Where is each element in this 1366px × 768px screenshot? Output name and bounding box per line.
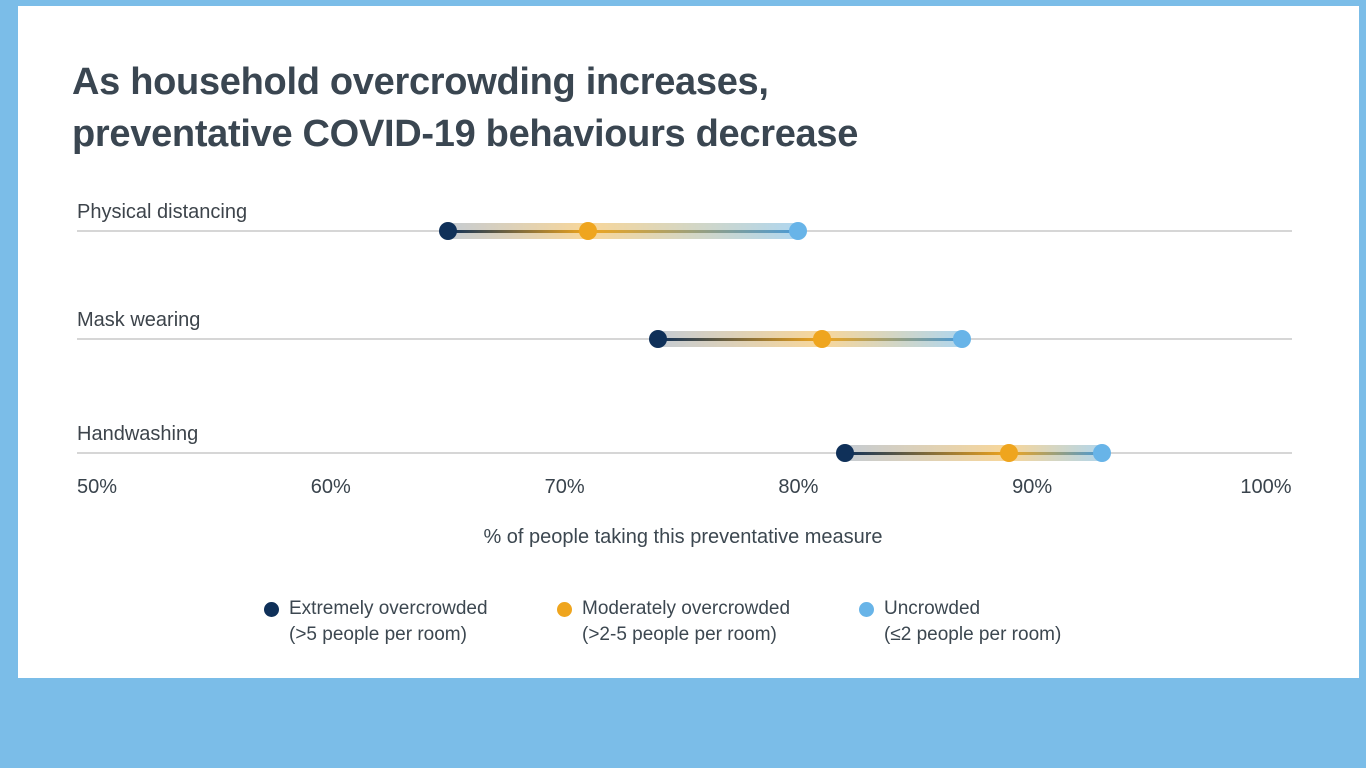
x-axis-label: % of people taking this preventative mea… <box>483 526 883 548</box>
legend-dot-uncrowded-icon <box>859 602 874 617</box>
legend-sublabel: (>5 people per room) <box>289 624 467 645</box>
legend-dot-moderately-overcrowded-icon <box>557 602 572 617</box>
legend-sublabel: (≤2 people per room) <box>884 624 1062 645</box>
legend-item-moderately-overcrowded: Moderately overcrowded (>2-5 people per … <box>557 596 790 648</box>
legend-item-uncrowded: Uncrowded (≤2 people per room) <box>859 596 1061 648</box>
chart-title-line1: As household overcrowding increases, <box>72 61 769 103</box>
legend-item-extremely-overcrowded: Extremely overcrowded (>5 people per roo… <box>264 596 488 648</box>
legend-label: Uncrowded <box>884 598 981 619</box>
footer-band: World Health Organization <box>0 678 1366 768</box>
legend-sublabel: (>2-5 people per room) <box>582 624 777 645</box>
legend-dot-extremely-overcrowded-icon <box>264 602 279 617</box>
chart-title: As household overcrowding increases, pre… <box>72 56 858 160</box>
legend-label: Moderately overcrowded <box>582 598 791 619</box>
chart-title-line2: preventative COVID-19 behaviours decreas… <box>72 113 859 155</box>
legend-label: Extremely overcrowded <box>289 598 488 619</box>
